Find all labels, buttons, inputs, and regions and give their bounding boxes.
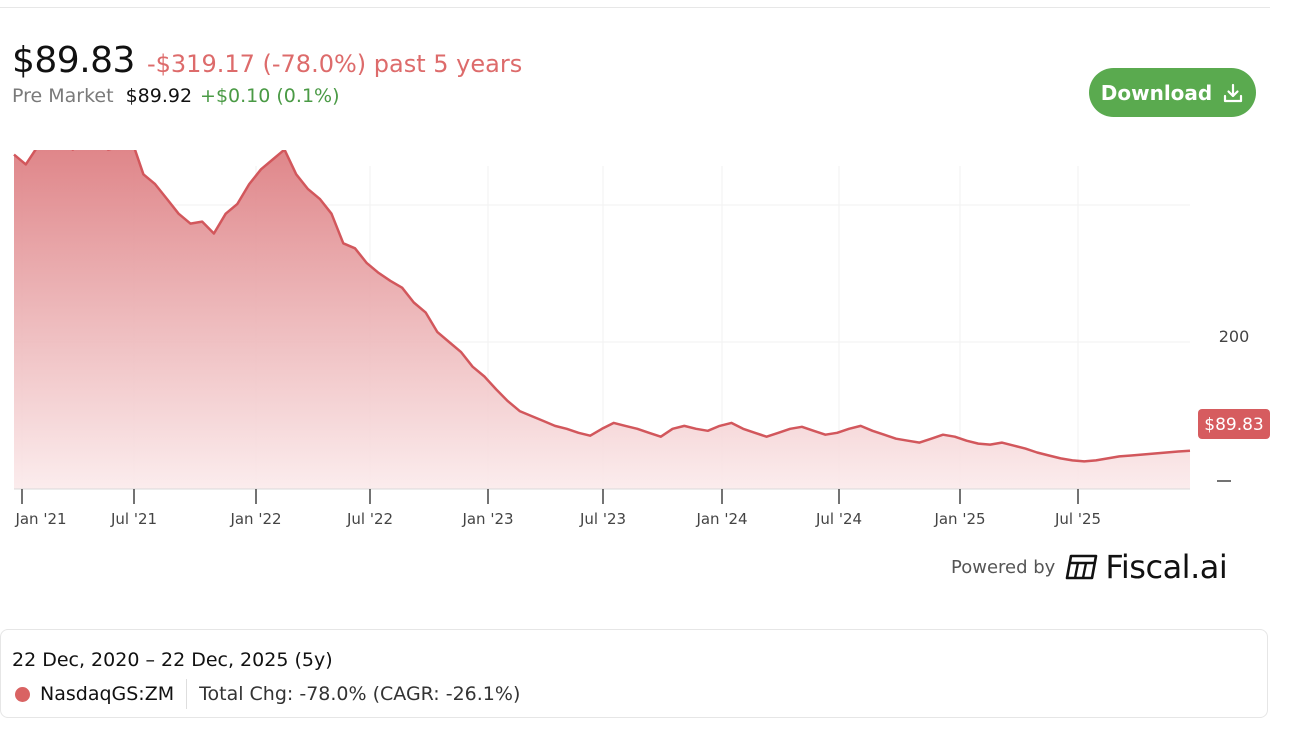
x-tick-label: Jul '23 bbox=[579, 510, 626, 528]
range-summary-card: 22 Dec, 2020 – 22 Dec, 2025 (5y) NasdaqG… bbox=[0, 629, 1268, 718]
price-header: $89.83 -$319.17 (-78.0%) past 5 years Pr… bbox=[12, 40, 522, 107]
price-chart: Jan '21 Jul '21 Jan '22 Jul '22 Jan '23 Jul '… bbox=[13, 150, 1270, 528]
x-axis-ticks: Jan '21 Jul '21 Jan '22 Jul '22 Jan '23 Jul '… bbox=[14, 489, 1101, 528]
x-tick-label: Jul '21 bbox=[110, 510, 157, 528]
x-tick-label: Jan '24 bbox=[695, 510, 747, 528]
last-price-tag-label: $89.83 bbox=[1204, 415, 1263, 435]
y-tick-label: 200 bbox=[1219, 327, 1250, 346]
premarket-price: $89.92 bbox=[125, 85, 193, 107]
fiscal-brand-name: Fiscal.ai bbox=[1105, 548, 1228, 586]
powered-by-label: Powered by bbox=[951, 556, 1056, 578]
series-ticker: NasdaqGS:ZM bbox=[40, 683, 175, 705]
total-change: Total Chg: -78.0% (CAGR: -26.1%) bbox=[199, 683, 521, 705]
x-tick-label: Jul '22 bbox=[346, 510, 393, 528]
x-tick-label: Jan '22 bbox=[229, 510, 281, 528]
x-tick-label: Jan '21 bbox=[14, 510, 66, 528]
current-price: $89.83 bbox=[12, 40, 135, 81]
download-icon bbox=[1224, 83, 1243, 102]
fiscal-logo-icon bbox=[1066, 554, 1098, 580]
price-change: -$319.17 (-78.0%) past 5 years bbox=[146, 50, 523, 78]
premarket-label: Pre Market bbox=[12, 85, 114, 107]
price-area bbox=[14, 150, 1190, 489]
premarket-row: Pre Market $89.92 +$0.10 (0.1%) bbox=[12, 85, 522, 107]
premarket-change: +$0.10 (0.1%) bbox=[200, 85, 340, 107]
powered-by: Powered by Fiscal.ai bbox=[951, 548, 1228, 586]
x-tick-label: Jan '25 bbox=[933, 510, 985, 528]
last-price-tag: $89.83 bbox=[1198, 409, 1270, 439]
date-range: 22 Dec, 2020 – 22 Dec, 2025 (5y) bbox=[12, 649, 333, 671]
last-price-tag-box bbox=[1198, 409, 1270, 439]
series-color-dot bbox=[15, 686, 30, 702]
price-row: $89.83 -$319.17 (-78.0%) past 5 years bbox=[12, 40, 522, 81]
x-tick-label: Jul '24 bbox=[815, 510, 862, 528]
legend-divider bbox=[186, 679, 188, 709]
x-tick-label: Jul '25 bbox=[1054, 510, 1101, 528]
download-label: Download bbox=[1100, 80, 1213, 105]
legend-row: NasdaqGS:ZM Total Chg: -78.0% (CAGR: -26… bbox=[15, 679, 520, 709]
x-tick-label: Jan '23 bbox=[461, 510, 513, 528]
download-button[interactable]: Download bbox=[1089, 68, 1256, 117]
top-divider bbox=[0, 7, 1270, 8]
price-line bbox=[13, 150, 1191, 463]
